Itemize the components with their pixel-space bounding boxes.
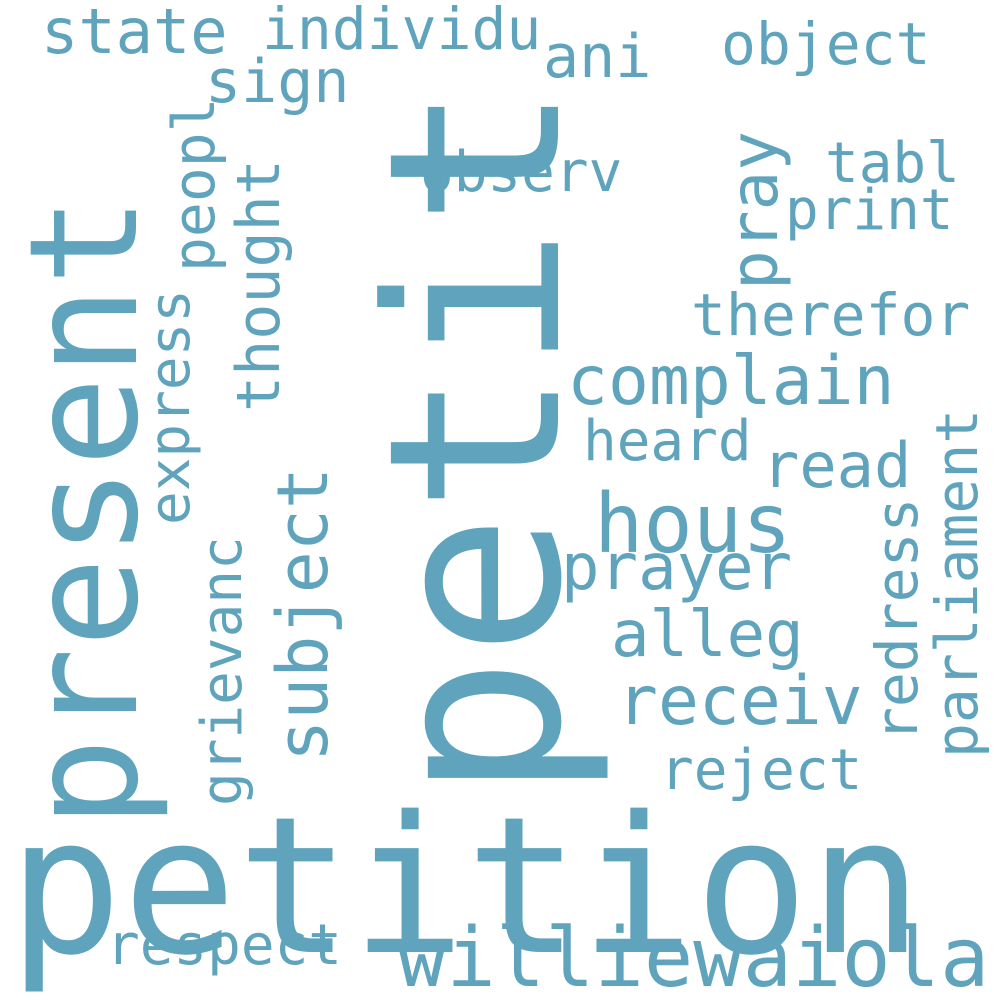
word-grievanc: grievanc (190, 536, 255, 806)
word-state: state (41, 0, 228, 68)
word-redress: redress (863, 497, 931, 742)
word-williewaiola: williewaiola (397, 911, 990, 1000)
word-therefor: therefor (691, 281, 971, 349)
word-tabl: tabl (825, 131, 960, 196)
word-thought: thought (224, 159, 294, 412)
word-express: express (138, 288, 203, 525)
word-complain: complain (567, 342, 895, 421)
word-print: print (785, 178, 954, 243)
word-read: read (762, 429, 912, 502)
word-petit: petit (338, 83, 615, 800)
word-petition: petition (8, 776, 924, 997)
word-peopl: peopl (160, 97, 228, 272)
word-parliament: parliament (923, 408, 991, 758)
word-object: object (721, 10, 931, 78)
word-pray: pray (716, 131, 793, 290)
word-receiv: receiv (617, 662, 863, 741)
word-hous: hous (594, 477, 792, 572)
word-prayer: prayer (561, 531, 793, 605)
word-heard: heard (583, 409, 752, 474)
word-individu: individu (262, 0, 542, 63)
word-observ: observ (420, 140, 623, 205)
word-reject: reject (660, 738, 863, 803)
word-subject: subject (262, 466, 344, 762)
word-respect: respect (106, 913, 343, 978)
word-ani: ani (543, 22, 652, 92)
word-alleg: alleg (611, 598, 804, 672)
word-sign: sign (205, 47, 350, 117)
